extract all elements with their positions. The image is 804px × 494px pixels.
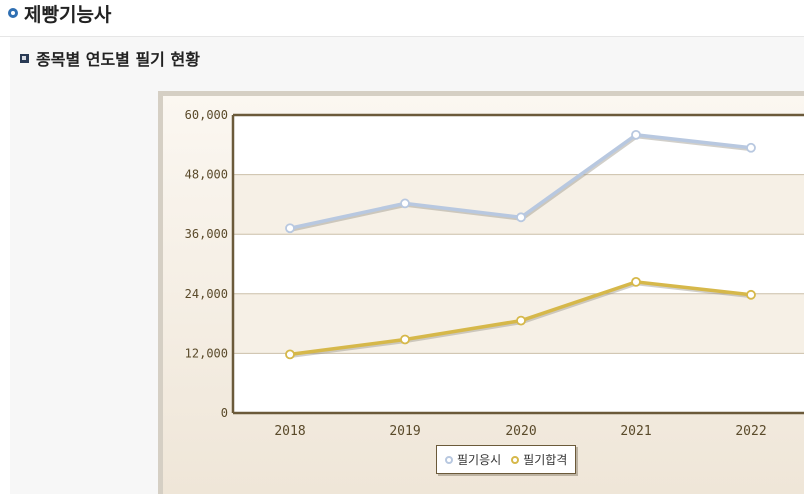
circle-marker-icon <box>445 455 453 464</box>
y-tick-label: 24,000 <box>185 287 228 301</box>
legend-item-passers[interactable]: 필기합격 <box>511 451 567 468</box>
legend-item-applicants[interactable]: 필기응시 <box>445 451 501 468</box>
x-tick-label: 2020 <box>505 424 536 439</box>
chart-legend: 필기응시 필기합격 <box>436 445 577 474</box>
legend-label: 필기응시 <box>457 453 502 467</box>
plot-band <box>233 234 804 294</box>
data-point <box>285 223 295 234</box>
data-point <box>631 276 641 287</box>
section-title: 종목별 연도별 필기 현황 <box>20 46 200 70</box>
page-title-text: 제빵기능사 <box>24 3 112 26</box>
page-title: 제빵기능사 <box>8 0 111 26</box>
y-tick-label: 60,000 <box>185 108 228 122</box>
y-tick-label: 12,000 <box>185 346 228 360</box>
data-point <box>516 212 526 223</box>
x-tick-label: 2021 <box>620 424 651 439</box>
circle-marker-icon <box>511 455 520 464</box>
data-point <box>516 315 526 326</box>
y-tick-label: 0 <box>221 406 228 420</box>
plot-band <box>233 353 804 413</box>
data-point <box>631 129 641 140</box>
data-point <box>285 349 295 360</box>
x-tick-label: 2022 <box>735 424 766 439</box>
section-title-text: 종목별 연도별 필기 현황 <box>36 50 200 69</box>
y-tick-label: 36,000 <box>185 227 228 241</box>
x-tick-label: 2018 <box>274 424 305 439</box>
square-bullet-icon <box>20 53 29 63</box>
data-point <box>746 142 756 153</box>
y-tick-label: 48,000 <box>185 168 228 182</box>
legend-label: 필기합격 <box>523 453 568 467</box>
plot-band <box>233 174 804 235</box>
circle-bullet-icon <box>8 8 18 18</box>
data-point <box>400 198 410 209</box>
title-divider <box>0 36 804 37</box>
x-tick-label: 2019 <box>389 424 420 439</box>
data-point <box>746 289 756 300</box>
data-point <box>400 334 410 345</box>
